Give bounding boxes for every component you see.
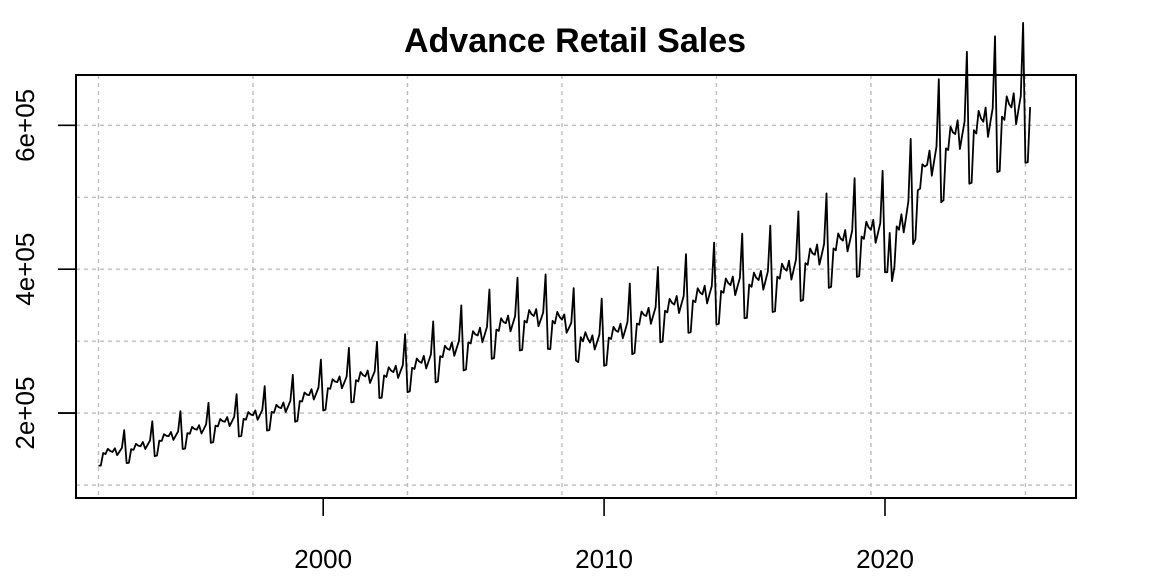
axes: 2000 2010 2020 2e+05 4e+05 6e+05 [10,89,914,574]
y-tick-label-1: 4e+05 [10,233,40,306]
chart-title: Advance Retail Sales [404,22,746,60]
series-line [98,22,1031,467]
y-tick-label-0: 2e+05 [10,377,40,450]
y-tick-label-2: 6e+05 [10,89,40,162]
x-tick-label-2: 2020 [856,544,914,574]
plot-frame [75,74,1077,499]
grid-lines [76,75,1076,498]
x-tick-label-1: 2010 [575,544,633,574]
x-tick-label-0: 2000 [294,544,352,574]
